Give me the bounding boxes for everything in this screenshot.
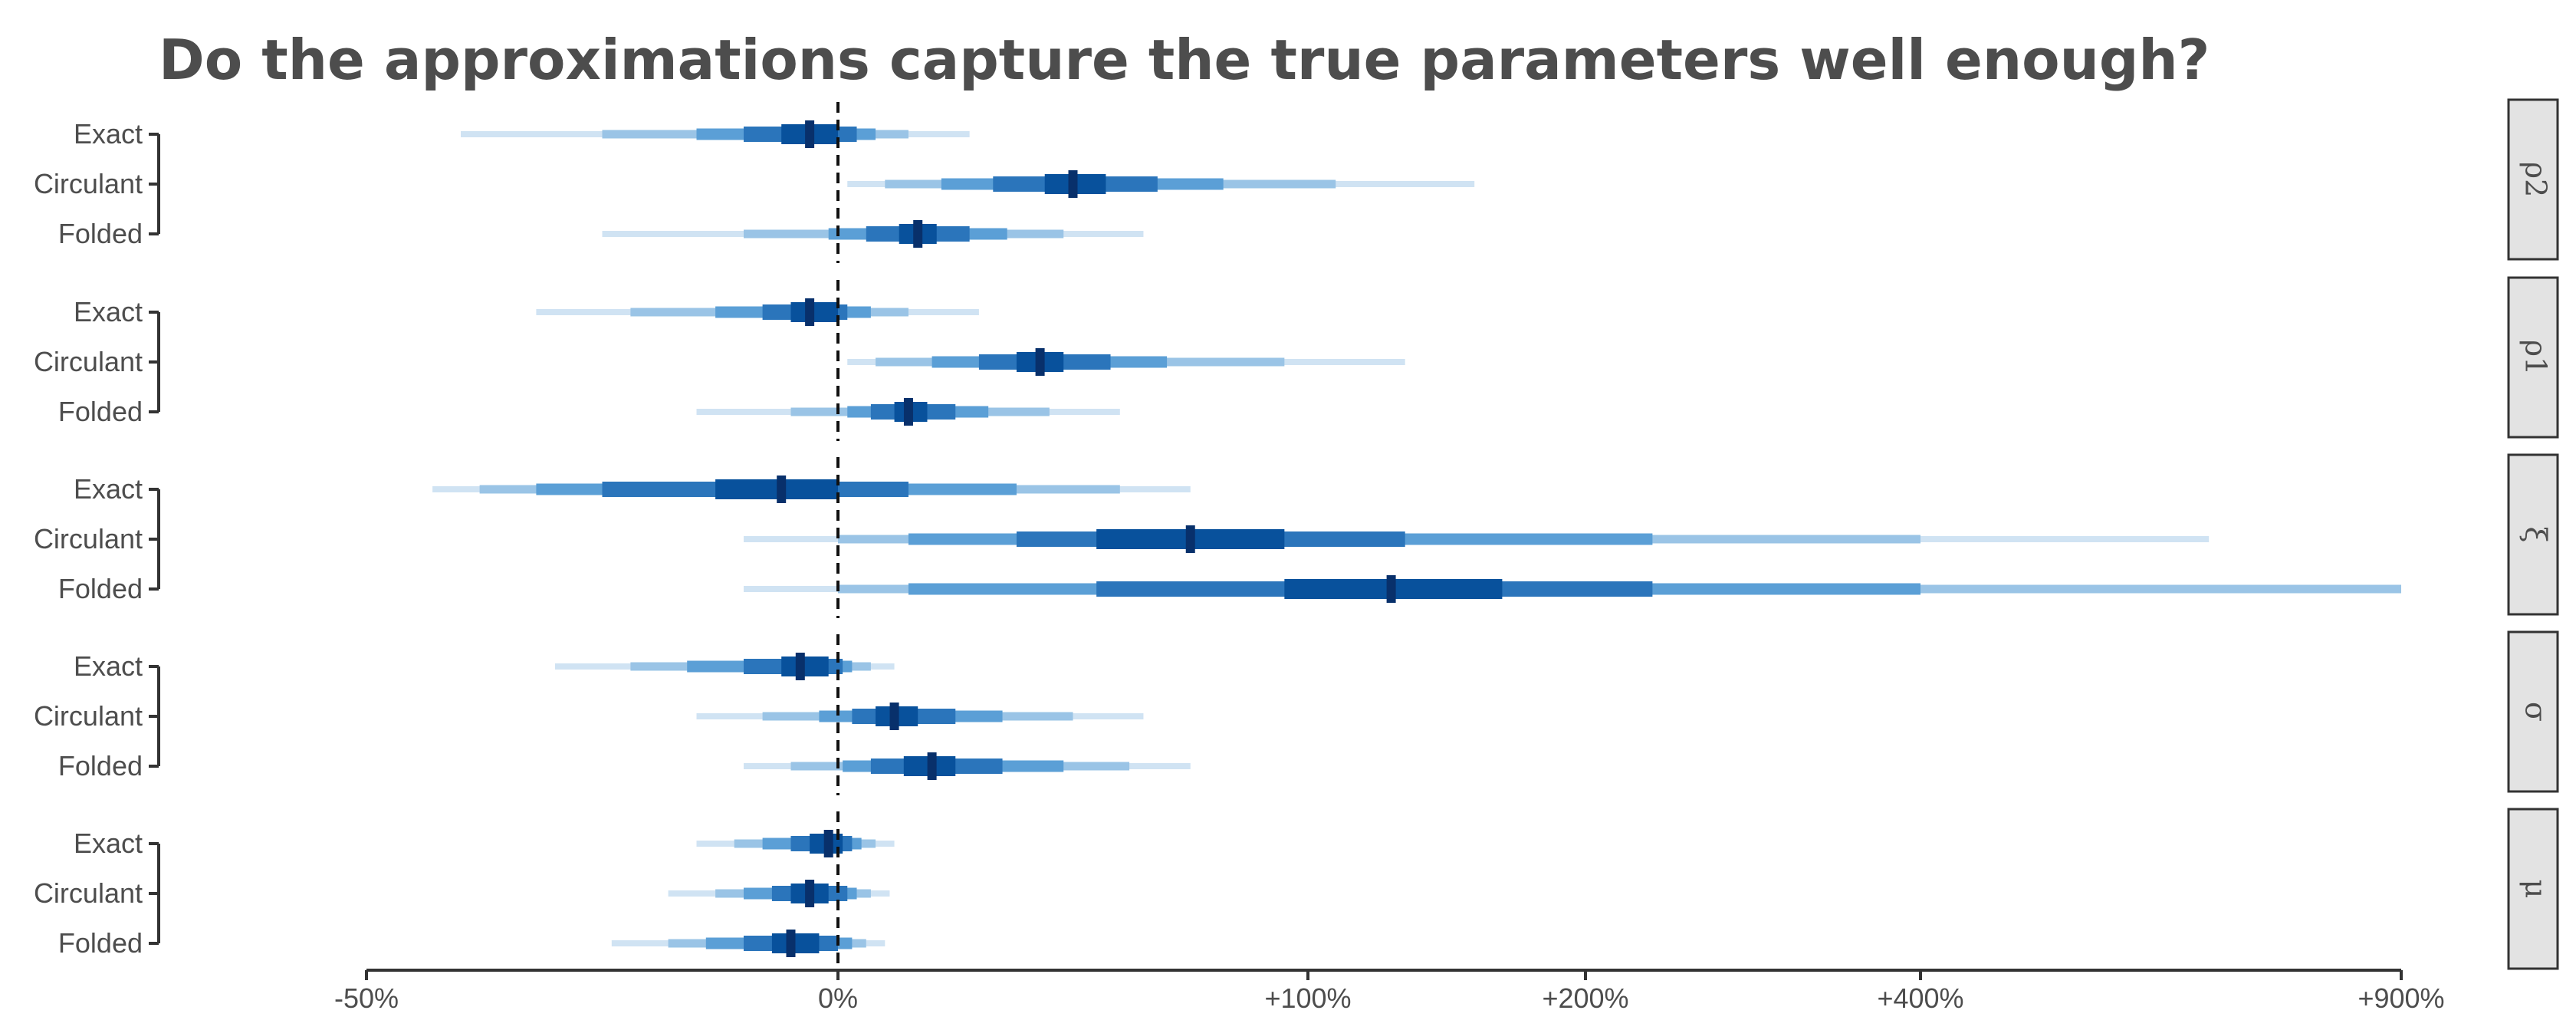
row-label: Circulant bbox=[34, 877, 143, 909]
interval-bar bbox=[790, 302, 838, 322]
median-mark bbox=[903, 398, 913, 426]
median-mark bbox=[913, 220, 923, 248]
median-mark bbox=[805, 298, 815, 326]
facet-strip-label: μ bbox=[2519, 880, 2553, 899]
row-label: Exact bbox=[74, 828, 143, 859]
panel-1: Exact Circulant Folded ρ1 bbox=[34, 276, 2559, 441]
interval-row bbox=[696, 703, 1144, 730]
median-mark bbox=[786, 930, 796, 957]
panel-2: Exact Circulant Folded ξ bbox=[34, 453, 2559, 618]
interval-row bbox=[461, 120, 970, 148]
interval-row bbox=[847, 170, 1475, 198]
row-label: Folded bbox=[58, 927, 143, 959]
x-tick-label: +400% bbox=[1877, 982, 1963, 1014]
facet-strip bbox=[2507, 276, 2559, 439]
panel-3: Exact Circulant Folded σ bbox=[34, 630, 2559, 795]
interval-row bbox=[668, 880, 890, 907]
facet-strip-label: ρ2 bbox=[2519, 162, 2553, 198]
plot-panels: Exact Circulant Folded ρ2 Exact Circulant Fold… bbox=[34, 98, 2559, 972]
row-label: Folded bbox=[58, 396, 143, 427]
x-tick-label: +200% bbox=[1542, 982, 1628, 1014]
interval-row bbox=[847, 348, 1405, 376]
row-label: Circulant bbox=[34, 168, 143, 199]
interval-row bbox=[744, 575, 2401, 603]
median-mark bbox=[1068, 170, 1078, 198]
interval-row bbox=[536, 298, 979, 326]
chart-title: Do the approximations capture the true p… bbox=[159, 28, 2210, 92]
median-mark bbox=[927, 752, 937, 780]
x-tick-label: +900% bbox=[2358, 982, 2444, 1014]
interval-row bbox=[432, 476, 1191, 503]
x-axis: -50% 0% +100% +200% +400% +900% bbox=[334, 969, 2445, 1014]
median-mark bbox=[777, 476, 787, 503]
x-tick-label: 0% bbox=[818, 982, 858, 1014]
interval-row bbox=[696, 830, 895, 857]
interval-row bbox=[744, 752, 1191, 780]
x-tick-label: -50% bbox=[334, 982, 399, 1014]
median-mark bbox=[1035, 348, 1045, 376]
interval-row bbox=[611, 930, 886, 957]
median-mark bbox=[1185, 525, 1195, 553]
panel-4: Exact Circulant Folded μ bbox=[34, 808, 2559, 972]
median-mark bbox=[823, 830, 833, 857]
row-label: Exact bbox=[74, 650, 143, 682]
facet-strip bbox=[2507, 808, 2559, 970]
interval-row bbox=[602, 220, 1144, 248]
facet-strip bbox=[2507, 453, 2559, 616]
median-mark bbox=[889, 703, 899, 730]
row-label: Exact bbox=[74, 296, 143, 327]
interval-bar bbox=[781, 657, 829, 676]
row-label: Circulant bbox=[34, 523, 143, 554]
median-mark bbox=[795, 653, 805, 680]
panel-0: Exact Circulant Folded ρ2 bbox=[34, 98, 2559, 263]
row-label: Folded bbox=[58, 750, 143, 782]
interval-bar bbox=[715, 479, 838, 499]
row-label: Folded bbox=[58, 573, 143, 604]
facet-strip-label: ξ bbox=[2519, 527, 2553, 543]
row-label: Folded bbox=[58, 218, 143, 249]
interval-row bbox=[696, 398, 1120, 426]
row-label: Exact bbox=[74, 473, 143, 505]
interval-row bbox=[744, 525, 2210, 553]
x-tick-label: +100% bbox=[1264, 982, 1351, 1014]
facet-strip-label: ρ1 bbox=[2519, 340, 2553, 376]
median-mark bbox=[1386, 575, 1396, 603]
facet-strip bbox=[2507, 630, 2559, 793]
row-label: Circulant bbox=[34, 346, 143, 377]
facet-strip bbox=[2507, 98, 2559, 261]
interval-row bbox=[555, 653, 895, 680]
facet-strip-label: σ bbox=[2519, 702, 2553, 722]
row-label: Exact bbox=[74, 118, 143, 150]
row-label: Circulant bbox=[34, 700, 143, 732]
interval-bar bbox=[771, 933, 820, 953]
median-mark bbox=[805, 880, 815, 907]
median-mark bbox=[805, 120, 815, 148]
